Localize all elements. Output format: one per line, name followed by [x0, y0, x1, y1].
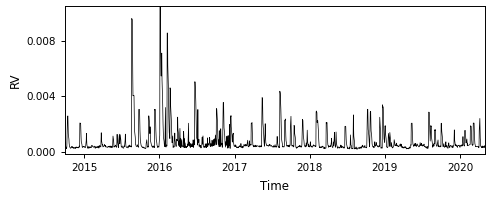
Y-axis label: RV: RV [10, 72, 22, 87]
X-axis label: Time: Time [260, 180, 290, 193]
